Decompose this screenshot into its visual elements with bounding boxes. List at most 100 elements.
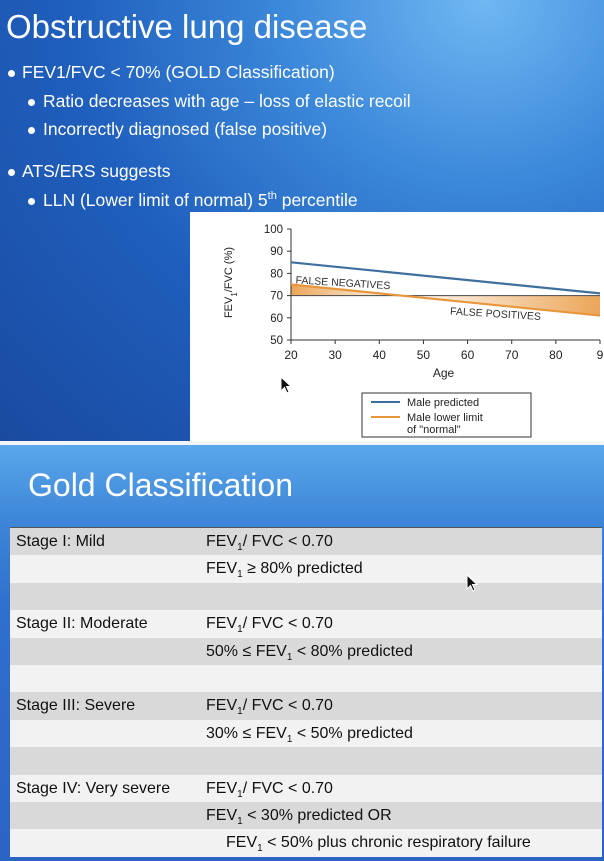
criteria-text: < 50% predicted <box>292 724 413 742</box>
false-positives-region <box>401 295 600 316</box>
x-tick-label: 9 <box>597 348 604 362</box>
criteria-text: / FVC < 0.70 <box>242 697 333 715</box>
criteria-cell: 30% ≤ FEV1 < 50% predicted <box>206 725 413 745</box>
stage-cell: Stage IV: Very severe <box>16 779 171 797</box>
x-tick-label: 50 <box>417 348 431 362</box>
criteria-subscript: 1 <box>237 542 243 554</box>
chart-fev1-fvc-vs-age: 100 90 80 70 60 50 20 30 40 50 60 70 80 9 Age FEV1/FVC … <box>190 212 604 441</box>
criteria-subscript: 1 <box>237 706 243 718</box>
criteria-subscript: 1 <box>257 843 263 855</box>
criteria-cell: FEV1 < 30% predicted OR <box>206 807 392 827</box>
y-axis-label: FEV1/FVC (%) <box>223 247 239 318</box>
table-row: FEV1 < 30% predicted OR <box>10 801 602 830</box>
male-predicted-line <box>290 261 601 295</box>
table-row <box>10 664 602 693</box>
bullet-item: LLN (Lower limit of normal) 5th percenti… <box>43 190 358 211</box>
slide-title: Gold Classification <box>28 467 293 503</box>
table-row: 30% ≤ FEV1 < 50% predicted <box>10 719 602 748</box>
x-tick-label: 80 <box>549 348 563 362</box>
male-lower-limit-line <box>290 283 601 317</box>
criteria-subscript: 1 <box>237 569 243 581</box>
slide-title: Obstructive lung disease <box>6 8 368 45</box>
slide-gold-classification: Gold Classification Stage I: Mild FEV1/ F… <box>0 445 604 861</box>
criteria-subscript: 1 <box>237 624 243 636</box>
criteria-text: / FVC < 0.70 <box>242 615 333 633</box>
bullet-superscript: th <box>267 190 277 203</box>
mouse-cursor-icon <box>280 376 293 394</box>
gold-classification-table: Stage I: Mild FEV1/ FVC < 0.70 FEV1 ≥ 80% … <box>10 527 602 857</box>
criteria-subscript: 1 <box>286 651 293 663</box>
criteria-cell: FEV1 < 50% plus chronic respiratory fail… <box>226 834 531 854</box>
stage-cell: Stage III: Severe <box>16 697 136 715</box>
criteria-text: FEV <box>206 806 238 824</box>
criteria-text: FEV <box>206 615 238 633</box>
y-tick-label: 70 <box>270 291 283 303</box>
criteria-text: FEV <box>206 697 238 715</box>
y-tick-label: 100 <box>264 224 283 236</box>
y-tick-label: 90 <box>270 246 283 258</box>
table-row: Stage I: Mild FEV1/ FVC < 0.70 <box>10 528 602 556</box>
criteria-subscript: 1 <box>237 788 243 800</box>
bullet-text: LLN (Lower limit of normal) 5 <box>43 190 268 210</box>
x-tick-label: 30 <box>328 348 342 362</box>
table-row: FEV1 ≥ 80% predicted <box>10 555 602 583</box>
criteria-text: 50% ≤ FEV <box>206 642 287 660</box>
bullet-dot <box>8 70 15 77</box>
bullet-dot <box>28 99 35 106</box>
legend-label-male-lower-limit-line2: of "normal" <box>407 424 461 436</box>
bullet-dot <box>8 169 15 176</box>
criteria-cell: FEV1/ FVC < 0.70 <box>206 780 333 800</box>
bullet-item: FEV1/FVC < 70% (GOLD Classification) <box>22 62 335 82</box>
criteria-subscript: 1 <box>237 816 243 828</box>
table-row: Stage III: Severe FEV1/ FVC < 0.70 <box>10 692 602 720</box>
x-tick-label: 20 <box>284 348 298 362</box>
chart-legend <box>361 392 532 438</box>
criteria-text: < 80% predicted <box>292 642 413 660</box>
criteria-text: ≥ 80% predicted <box>242 560 363 578</box>
mouse-cursor-icon <box>466 574 479 592</box>
table-row <box>10 747 602 775</box>
criteria-text: < 50% plus chronic respiratory failure <box>262 834 531 852</box>
criteria-cell: FEV1 ≥ 80% predicted <box>206 560 363 580</box>
bullet-dot <box>28 198 35 205</box>
y-tick-label: 80 <box>270 268 283 280</box>
false-positives-label: FALSE POSITIVES <box>450 305 542 323</box>
x-tick-label: 70 <box>505 348 519 362</box>
criteria-cell: FEV1/ FVC < 0.70 <box>206 615 333 635</box>
criteria-cell: FEV1/ FVC < 0.70 <box>206 697 333 717</box>
legend-label-male-lower-limit: Male lower limit <box>407 412 483 424</box>
legend-label-male-predicted: Male predicted <box>407 397 479 409</box>
criteria-text: < 30% predicted OR <box>242 806 392 824</box>
slide-obstructive-lung-disease: Obstructive lung disease FEV1/FVC < 70% … <box>0 0 604 441</box>
y-tick-label: 60 <box>270 313 283 325</box>
slide-divider <box>0 441 604 445</box>
table-row: FEV1 < 50% plus chronic respiratory fail… <box>10 829 602 857</box>
bullet-item: Incorrectly diagnosed (false positive) <box>43 119 328 139</box>
x-tick-label: 60 <box>461 348 475 362</box>
criteria-text: FEV <box>206 560 238 578</box>
bullet-item: ATS/ERS suggests <box>22 161 171 181</box>
criteria-text: FEV <box>206 533 238 550</box>
stage-cell: Stage I: Mild <box>16 533 105 550</box>
criteria-subscript: 1 <box>286 733 293 745</box>
criteria-cell: FEV1/ FVC < 0.70 <box>206 533 333 553</box>
criteria-text: FEV <box>226 834 258 852</box>
criteria-text: FEV <box>206 779 238 797</box>
criteria-cell: 50% ≤ FEV1 < 80% predicted <box>206 643 413 663</box>
bullet-dot <box>28 127 35 134</box>
stage-cell: Stage II: Moderate <box>16 615 148 633</box>
bullet-text: percentile <box>276 190 358 210</box>
table-row: Stage IV: Very severe FEV1/ FVC < 0.70 <box>10 774 602 802</box>
criteria-text: / FVC < 0.70 <box>242 779 333 797</box>
criteria-text: 30% ≤ FEV <box>206 724 287 742</box>
false-negatives-label: FALSE NEGATIVES <box>295 274 390 292</box>
table-row <box>10 582 602 611</box>
table-row: Stage II: Moderate FEV1/ FVC < 0.70 <box>10 610 602 638</box>
x-tick-label: 40 <box>373 348 387 362</box>
x-axis-label: Age <box>433 366 455 380</box>
criteria-text: / FVC < 0.70 <box>242 533 333 550</box>
y-tick-label: 50 <box>270 335 283 347</box>
table-row: 50% ≤ FEV1 < 80% predicted <box>10 637 602 665</box>
bullet-item: Ratio decreases with age – loss of elast… <box>43 91 411 111</box>
